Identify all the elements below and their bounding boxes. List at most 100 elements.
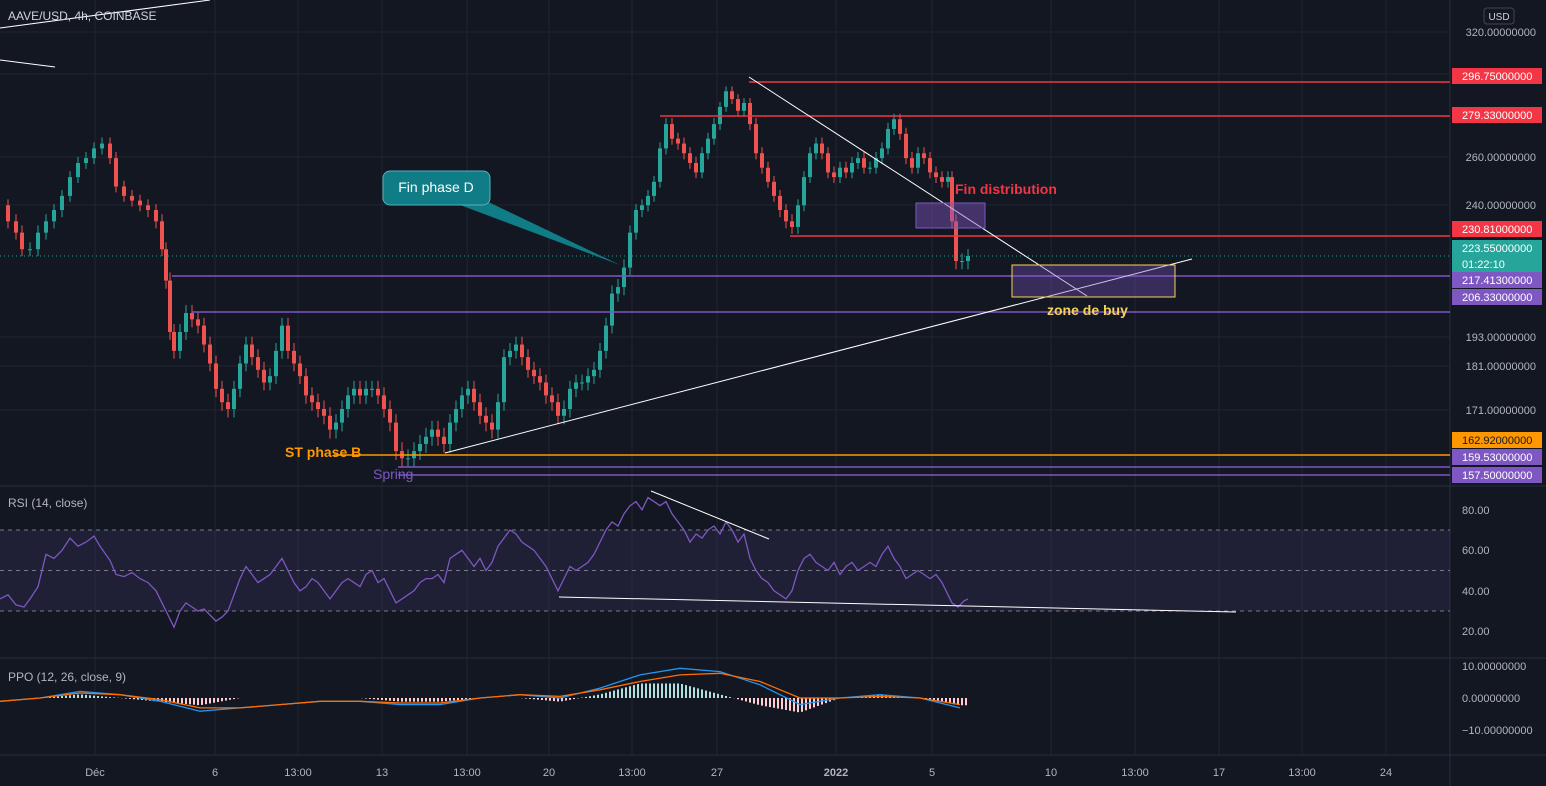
buy-zone-box: [1011, 264, 1176, 298]
candle-body: [892, 119, 896, 129]
candle-body: [730, 91, 734, 100]
candle-body: [418, 443, 422, 452]
candle-body: [92, 148, 96, 159]
candle-body: [364, 388, 368, 396]
price-tag-label: 279.33000000: [1462, 110, 1532, 122]
candle-body: [628, 232, 632, 268]
candle-body: [724, 91, 728, 107]
candle-body: [146, 205, 150, 210]
candle-body: [160, 221, 164, 250]
candle-body: [108, 143, 112, 159]
candle-body: [376, 388, 380, 396]
candle-body: [484, 415, 488, 423]
candle-body: [328, 415, 332, 430]
candle-body: [430, 429, 434, 437]
time-tick-label: 13:00: [1288, 767, 1316, 779]
candle-body: [460, 395, 464, 409]
candle-body: [28, 249, 32, 251]
candle-body: [766, 167, 770, 182]
candle-body: [6, 205, 10, 222]
candle-body: [814, 143, 818, 154]
candle-body: [790, 221, 794, 227]
candle-body: [76, 163, 80, 178]
ascending-trendline: [444, 258, 1193, 454]
candle-body: [520, 344, 524, 358]
candle-body: [214, 363, 218, 389]
currency-label: USD: [1488, 12, 1509, 23]
distribution-box: [915, 202, 986, 229]
candle-body: [532, 369, 536, 377]
candle-body: [658, 148, 662, 182]
candle-body: [508, 350, 512, 358]
candle-body: [694, 163, 698, 173]
candle-body: [904, 133, 908, 159]
candle-body: [262, 369, 266, 383]
candle-body: [966, 256, 970, 262]
candle-body: [916, 153, 920, 168]
candle-body: [286, 325, 290, 351]
ppo-pane[interactable]: [0, 667, 967, 713]
candle-body: [340, 409, 344, 423]
price-tick-label: 320.00000000: [1466, 27, 1536, 39]
candle-body: [808, 153, 812, 178]
candle-body: [138, 200, 142, 206]
price-tag-label: 159.53000000: [1462, 452, 1532, 464]
candle-body: [448, 422, 452, 444]
price-axis[interactable]: 320.00000000300.00000000260.00000000240.…: [1452, 27, 1542, 737]
price-tag: [1452, 221, 1542, 237]
candle-body: [934, 172, 938, 178]
candle-body: [838, 167, 842, 178]
candle-body: [164, 249, 168, 281]
candle-body: [244, 344, 248, 364]
candle-body: [424, 436, 428, 444]
time-tick-label: 24: [1380, 767, 1392, 779]
candle-body: [382, 395, 386, 409]
candle-body: [346, 395, 350, 409]
fin-distribution-label: Fin distribution: [955, 181, 1057, 197]
candle-body: [682, 143, 686, 154]
candle-body: [886, 128, 890, 149]
rsi-tick-label: 60.00: [1462, 545, 1490, 557]
candle-body: [706, 138, 710, 154]
candle-body: [538, 376, 542, 383]
price-tag-label: 223.55000000: [1462, 243, 1532, 255]
candle-body: [610, 293, 614, 326]
candle-body: [60, 195, 64, 210]
candle-body: [526, 357, 530, 370]
price-pane[interactable]: [0, 0, 1450, 476]
candle-body: [502, 357, 506, 403]
price-tick-label: 240.00000000: [1466, 200, 1536, 212]
currency-badge[interactable]: USD: [1483, 7, 1515, 25]
rsi-title: RSI (14, close): [8, 496, 87, 510]
time-axis[interactable]: Déc 6 13:00 13 13:00 20 13:00 27 2022 5 10 13:00 17 1…: [85, 767, 1392, 779]
time-tick-label: 20: [543, 767, 555, 779]
time-tick-label: 13: [376, 767, 388, 779]
candle-body: [154, 210, 158, 222]
rsi-line: [0, 496, 969, 629]
top-left-trendline-2: [0, 59, 56, 68]
rsi-pane[interactable]: [0, 490, 1450, 629]
candle-body: [688, 153, 692, 163]
candle-body: [652, 181, 656, 196]
candle-body: [20, 232, 24, 250]
price-tag-label: 296.75000000: [1462, 71, 1532, 83]
time-tick-label: 27: [711, 767, 723, 779]
candle-body: [172, 331, 176, 351]
candle-body: [562, 409, 566, 416]
candle-body: [292, 350, 296, 364]
candle-body: [700, 153, 704, 173]
price-tag-label: 157.50000000: [1462, 470, 1532, 482]
time-tick-label: 13:00: [284, 767, 312, 779]
price-tag-label: 206.33000000: [1462, 292, 1532, 304]
candle-body: [394, 422, 398, 452]
candle-body: [388, 409, 392, 423]
fin-phase-d-callout[interactable]: Fin phase D: [382, 170, 620, 265]
candle-body: [960, 261, 964, 263]
price-tick-label: 193.00000000: [1466, 332, 1536, 344]
top-left-trendline: [0, 0, 211, 29]
candle-body: [52, 210, 56, 222]
time-tick-label: 10: [1045, 767, 1057, 779]
candle-body: [370, 388, 374, 390]
price-tag-label: 162.92000000: [1462, 435, 1532, 447]
